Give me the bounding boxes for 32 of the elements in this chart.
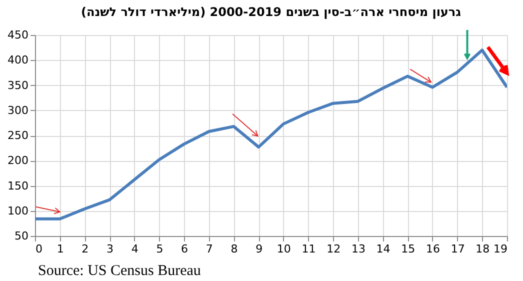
y-tick-label: 200 [8,154,28,168]
y-tick-label: 100 [8,204,28,218]
x-tick-label: 14 [376,242,390,256]
x-tick-label: 8 [230,242,238,256]
x-tick-label: 4 [131,242,138,256]
x-tick-label: 5 [156,242,164,256]
y-tick-label: 50 [14,230,28,242]
x-tick-label: 3 [106,242,114,256]
x-tick-label: 10 [276,242,291,256]
x-tick-label: 19 [494,242,508,256]
chart-title: גרעון מיסחרי ארה״ב-סין בשנים 2000-2019 (מיליארדי דולר לשנה) [80,5,462,19]
x-tick-label: 0 [36,242,42,256]
source-note: Source: US Census Bureau [38,263,202,279]
x-tick-label: 6 [181,242,188,256]
x-tick-label: 2 [82,242,89,256]
x-tick-label: 13 [351,242,366,256]
y-tick-label: 300 [8,104,28,117]
x-tick-label: 7 [206,242,213,256]
y-tick-label: 450 [8,28,28,42]
x-tick-label: 16 [426,242,440,256]
x-tick-label: 18 [476,242,490,256]
x-tick-label: 11 [302,242,316,256]
y-tick-label: 250 [8,129,28,142]
y-tick-label: 400 [8,54,28,67]
line-series [35,48,507,220]
x-tick-label: 12 [326,242,341,256]
x-tick-label: 1 [56,242,64,256]
y-tick-label: 350 [8,78,28,92]
x-tick-label: 17 [450,242,465,256]
x-tick-label: 15 [401,242,416,256]
x-tick-label: 9 [256,242,263,256]
y-tick-label: 150 [8,179,28,192]
